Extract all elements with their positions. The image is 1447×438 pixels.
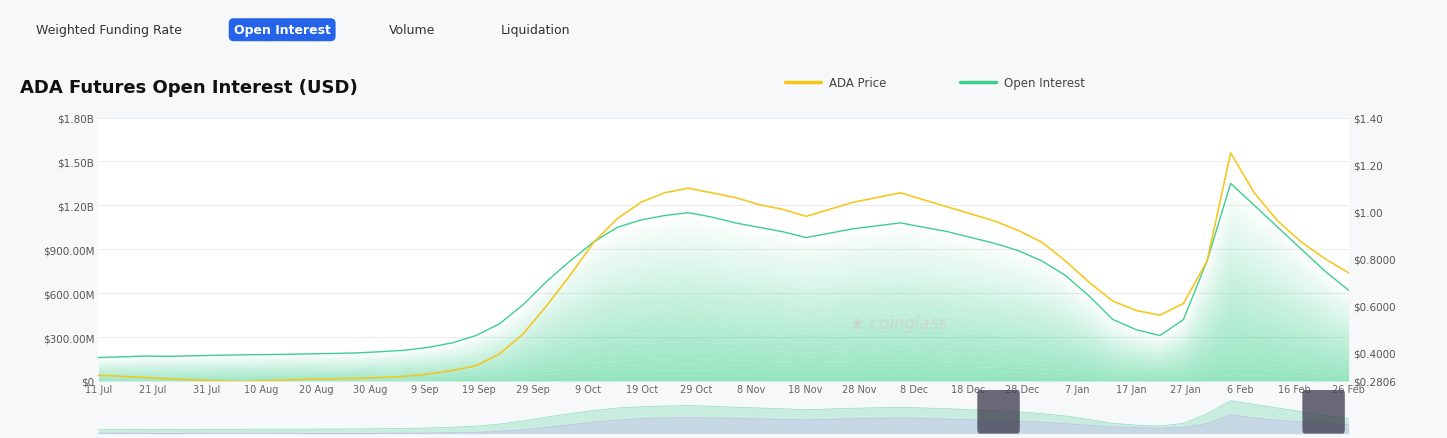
Text: Liquidation: Liquidation [501,24,570,37]
Text: Weighted Funding Rate: Weighted Funding Rate [36,24,181,37]
Text: ADA Price: ADA Price [829,77,886,90]
Text: Volume: Volume [389,24,436,37]
FancyBboxPatch shape [977,390,1020,434]
Text: ADA Futures Open Interest (USD): ADA Futures Open Interest (USD) [20,78,357,97]
FancyBboxPatch shape [1302,390,1344,434]
Text: ★ coinglass: ★ coinglass [849,314,948,332]
Text: Open Interest: Open Interest [1004,77,1085,90]
Text: Open Interest: Open Interest [234,24,330,37]
